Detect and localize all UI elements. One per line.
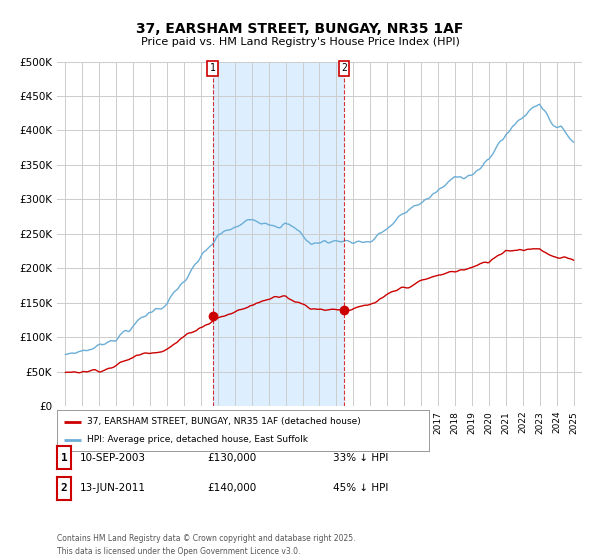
Text: 13-JUN-2011: 13-JUN-2011 <box>80 483 146 493</box>
Text: 1: 1 <box>209 63 215 73</box>
Text: £140,000: £140,000 <box>207 483 256 493</box>
Text: 10-SEP-2003: 10-SEP-2003 <box>80 452 146 463</box>
Text: 2: 2 <box>61 483 67 493</box>
Text: £130,000: £130,000 <box>207 452 256 463</box>
Text: 1: 1 <box>61 452 67 463</box>
Text: HPI: Average price, detached house, East Suffolk: HPI: Average price, detached house, East… <box>87 435 308 444</box>
Text: Contains HM Land Registry data © Crown copyright and database right 2025.
This d: Contains HM Land Registry data © Crown c… <box>57 534 355 556</box>
Bar <box>212 62 344 406</box>
Text: 33% ↓ HPI: 33% ↓ HPI <box>333 452 388 463</box>
Text: 45% ↓ HPI: 45% ↓ HPI <box>333 483 388 493</box>
Text: 37, EARSHAM STREET, BUNGAY, NR35 1AF (detached house): 37, EARSHAM STREET, BUNGAY, NR35 1AF (de… <box>87 417 361 426</box>
Text: 2: 2 <box>341 63 347 73</box>
Text: 37, EARSHAM STREET, BUNGAY, NR35 1AF: 37, EARSHAM STREET, BUNGAY, NR35 1AF <box>136 22 464 36</box>
Text: Price paid vs. HM Land Registry's House Price Index (HPI): Price paid vs. HM Land Registry's House … <box>140 37 460 47</box>
